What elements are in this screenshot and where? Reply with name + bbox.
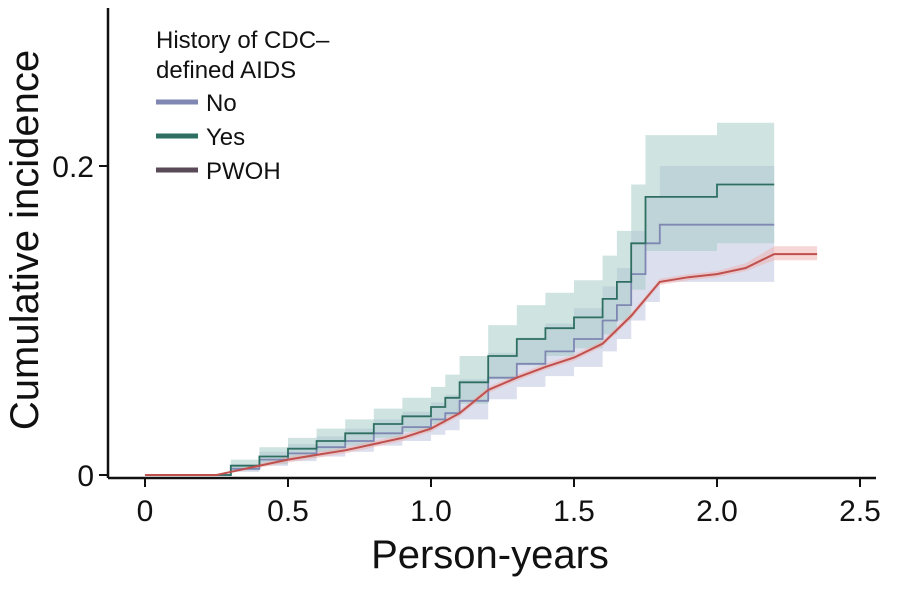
legend-label-no: No <box>206 90 237 117</box>
x-tick-label: 1.0 <box>410 495 452 528</box>
x-axis-title: Person-years <box>371 533 609 577</box>
legend-label-pwoh: PWOH <box>206 158 281 185</box>
y-tick-label: 0 <box>77 460 94 493</box>
x-tick-label: 0 <box>137 495 154 528</box>
axes <box>106 8 876 480</box>
legend-title-line-2: defined AIDS <box>156 57 296 84</box>
x-tick-label: 2.5 <box>839 495 881 528</box>
series-line-yes <box>145 183 775 476</box>
y-tick-label: 0.2 <box>52 151 94 184</box>
legend: History of CDC– defined AIDS No Yes PWOH <box>156 27 330 185</box>
y-axis-title: Cumulative incidence <box>3 50 47 430</box>
series-line-pwoh <box>145 253 818 476</box>
ci-band-pwoh <box>145 246 818 475</box>
x-tick-label: 1.5 <box>553 495 595 528</box>
x-tick-label: 0.5 <box>267 495 309 528</box>
axis-ticks: 0 0.5 1.0 1.5 2.0 2.5 0 0.2 <box>52 151 881 528</box>
x-tick-label: 2.0 <box>696 495 738 528</box>
legend-title-line-1: History of CDC– <box>156 27 330 54</box>
series-lines <box>145 183 818 476</box>
legend-label-yes: Yes <box>206 124 245 151</box>
